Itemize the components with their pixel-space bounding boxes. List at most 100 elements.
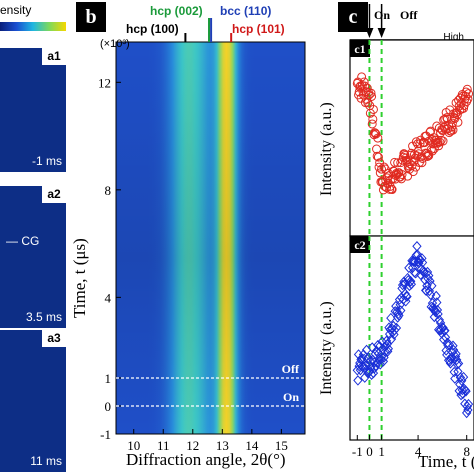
data-point: [406, 275, 416, 287]
peak-label-bcc110: bcc (110): [220, 4, 271, 18]
data-point: [374, 353, 384, 365]
y-tick-label: 12: [98, 75, 111, 90]
peak-label-hcp101-text: hcp (101): [232, 22, 285, 36]
data-point: [391, 300, 401, 312]
data-point: [452, 354, 462, 366]
heatmap-shading: [116, 42, 305, 434]
data-point: [358, 362, 368, 373]
data-point: [360, 372, 370, 383]
data-point: [404, 262, 414, 274]
data-point: [422, 266, 433, 278]
data-point: [448, 125, 458, 135]
data-point: [440, 325, 450, 336]
data-point: [463, 404, 473, 416]
data-point: [460, 91, 470, 101]
data-point: [417, 253, 427, 264]
data-point: [455, 372, 466, 383]
data-point: [438, 322, 448, 333]
data-point: [396, 305, 406, 316]
data-point: [461, 386, 471, 397]
data-point: [386, 333, 397, 345]
y-tick-label: -1: [100, 427, 111, 442]
heatmap-xlabel: Diffraction angle, 2θ(°): [126, 450, 286, 469]
data-point: [411, 268, 421, 279]
data-point: [438, 334, 449, 345]
peak-label-bcc110-text: bcc (110): [220, 4, 272, 18]
frame-label: a2: [42, 186, 66, 203]
colorbar: [0, 22, 66, 31]
data-point: [424, 270, 434, 281]
data-point: [432, 304, 443, 316]
data-point: [407, 255, 417, 267]
data-point: [399, 276, 409, 287]
scatter-group: c1 c2 -1 0 1 4 8: [349, 4, 474, 459]
data-point: [448, 340, 458, 351]
data-point: [435, 317, 446, 329]
data-point: [463, 94, 473, 104]
data-point: [363, 352, 374, 364]
data-point: [371, 129, 381, 139]
data-point: [432, 297, 442, 308]
y-tick-label: 8: [105, 183, 112, 198]
panel-c-label: c: [338, 2, 368, 32]
data-point: [353, 375, 363, 386]
event-label: On: [283, 390, 299, 404]
data-point: [419, 138, 429, 148]
x-tick-label: 10: [127, 438, 140, 453]
colorbar-title: ensity: [0, 3, 32, 17]
data-point: [394, 294, 405, 305]
data-point: [447, 118, 457, 128]
peak-label-hcp002: hcp (002): [150, 4, 203, 18]
data-point: [412, 151, 422, 161]
data-point: [433, 308, 443, 320]
data-point: [370, 128, 380, 138]
data-point: [427, 297, 438, 309]
data-point: [373, 152, 383, 162]
data-point: [451, 348, 461, 360]
x-tick-label: 8: [463, 444, 470, 459]
frame-a2: a2 — CG 3.5 ms: [0, 186, 66, 328]
data-point: [408, 167, 418, 177]
x-tick-label: 15: [275, 438, 288, 453]
frame-a3: a3 11 ms: [0, 330, 66, 472]
scatter-xlabel: Time, t (: [418, 452, 474, 471]
scatter-panel-frame: [349, 39, 474, 237]
peak-label-hcp101: hcp (101): [232, 22, 285, 36]
data-point: [393, 158, 403, 168]
data-point: [437, 124, 447, 134]
data-point: [464, 89, 474, 99]
x-tick-label: 14: [245, 438, 259, 453]
colorbar-high-label: High: [443, 32, 464, 43]
data-point: [416, 269, 426, 281]
data-point: [425, 275, 435, 287]
data-point: [398, 155, 408, 165]
frame-time: -1 ms: [32, 154, 62, 168]
data-point: [429, 144, 439, 154]
peak-label-hcp002-text: hcp (002): [150, 4, 203, 18]
data-point: [377, 164, 387, 174]
frame-a1: a1 -1 ms: [0, 48, 66, 172]
data-point: [461, 407, 472, 419]
peak-label-hcp100-text: hcp (100): [126, 22, 179, 36]
data-point: [438, 136, 448, 146]
x-tick-label: 0: [366, 444, 373, 459]
data-point: [379, 352, 389, 363]
c-on-label: On: [374, 8, 391, 22]
data-point: [373, 133, 383, 143]
frame-label: a1: [42, 48, 66, 65]
data-point: [406, 278, 417, 290]
arrow-head: [377, 28, 386, 38]
x-tick-label: -1: [352, 444, 363, 459]
data-point: [391, 322, 402, 334]
data-point: [397, 279, 408, 291]
data-point: [436, 324, 446, 335]
frame-time: 11 ms: [30, 454, 62, 468]
data-point: [398, 294, 408, 305]
data-point: [427, 280, 437, 292]
data-point: [389, 324, 400, 336]
data-point: [370, 128, 380, 138]
data-point: [379, 162, 389, 172]
c1-ylabel: Intensity (a.u.): [318, 102, 335, 196]
frame-time: 3.5 ms: [25, 310, 62, 324]
